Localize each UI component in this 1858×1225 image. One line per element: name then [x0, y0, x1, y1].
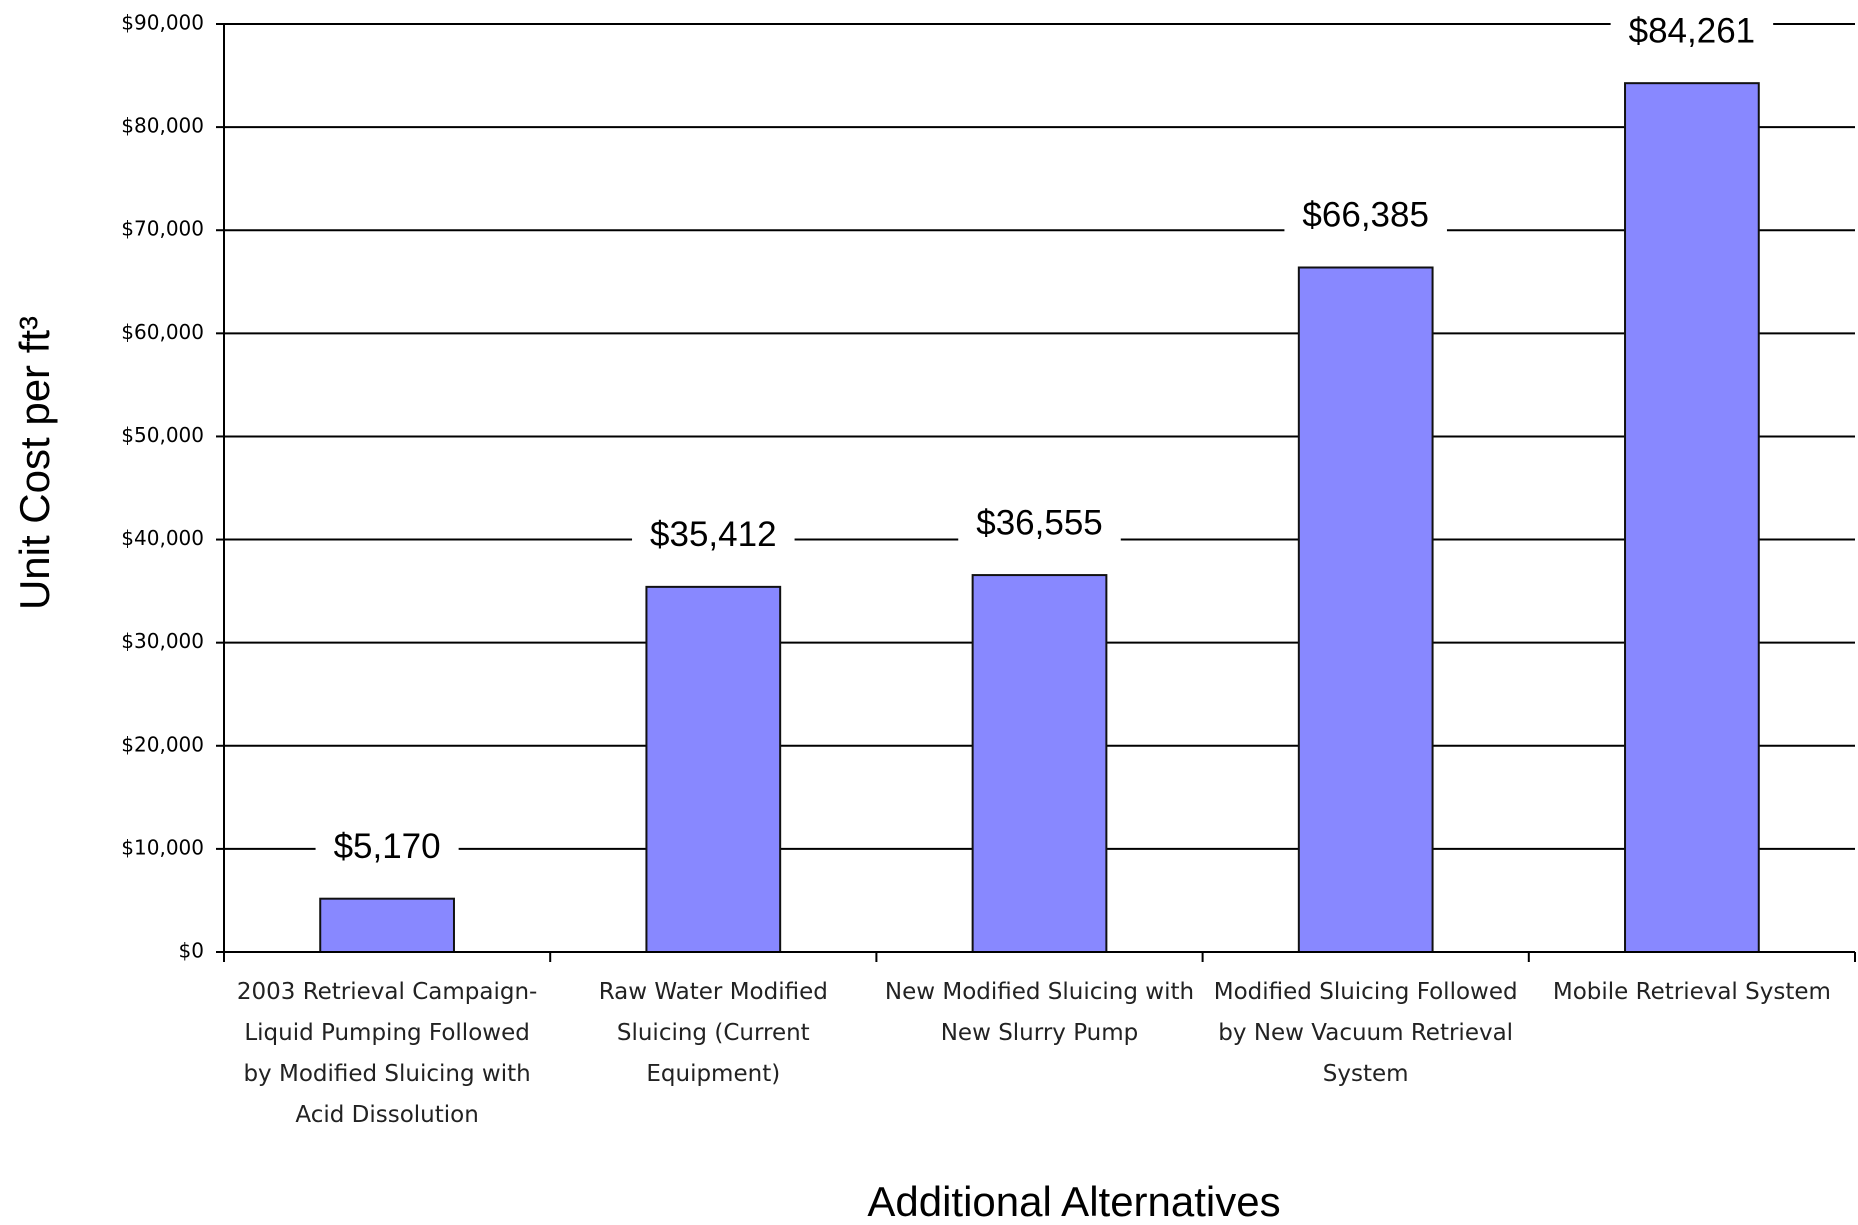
- bar: [971, 574, 1108, 953]
- x-tick-label: Mobile Retrieval System: [1552, 979, 1831, 1005]
- value-label-bg: [1610, 7, 1774, 55]
- y-tick-label: $0: [179, 939, 204, 963]
- y-tick-label: $20,000: [121, 732, 204, 756]
- x-tick-label: Modified Sluicing Followed by New Vacuum…: [1213, 979, 1518, 1087]
- y-tick-label: $30,000: [121, 629, 204, 653]
- value-label-bg: [315, 822, 459, 870]
- x-tick-label-box: Modified Sluicing Followed by New Vacuum…: [1213, 979, 1518, 1087]
- value-label: $84,261: [1629, 11, 1756, 50]
- x-axis-title: Additional Alternatives: [867, 1178, 1280, 1225]
- y-tick-label: $50,000: [121, 423, 204, 447]
- y-tick-label: $40,000: [121, 526, 204, 550]
- value-label: $36,555: [976, 503, 1103, 542]
- bar: [1624, 82, 1760, 953]
- y-axis-title: Unit Cost per ft³: [11, 316, 58, 610]
- x-tick-label: 2003 Retrieval Campaign-Liquid Pumping F…: [236, 979, 538, 1128]
- bar: [1297, 266, 1434, 953]
- value-label: $35,412: [650, 515, 777, 554]
- y-tick-label: $70,000: [121, 217, 204, 241]
- y-tick-label: $80,000: [121, 114, 204, 138]
- x-tick-label: New Modified Sluicing with New Slurry Pu…: [884, 979, 1195, 1046]
- y-tick-label: $90,000: [121, 11, 204, 35]
- x-tick-label-box: Mobile Retrieval System: [1552, 979, 1831, 1005]
- value-label: $5,170: [334, 827, 441, 866]
- bar: [319, 897, 455, 953]
- value-label-bg: [958, 499, 1121, 547]
- value-label-bg: [1284, 191, 1447, 239]
- x-tick-label-box: Raw Water Modified Sluicing (Current Equ…: [598, 979, 828, 1087]
- x-tick-label-box: 2003 Retrieval Campaign-Liquid Pumping F…: [236, 979, 538, 1128]
- y-tick-label: $10,000: [121, 835, 204, 859]
- value-label: $66,385: [1302, 196, 1429, 235]
- value-label-bg: [632, 511, 795, 559]
- x-tick-label-box: New Modified Sluicing with New Slurry Pu…: [884, 979, 1195, 1046]
- y-tick-label: $60,000: [121, 320, 204, 344]
- bar: [645, 585, 782, 953]
- x-tick-label: Raw Water Modified Sluicing (Current Equ…: [598, 979, 828, 1087]
